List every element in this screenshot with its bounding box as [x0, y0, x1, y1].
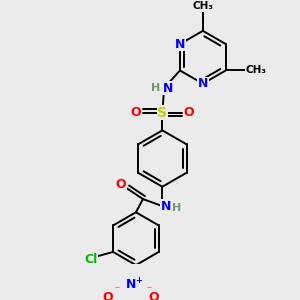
Text: O: O: [184, 106, 194, 119]
Text: S: S: [157, 106, 167, 120]
Text: N: N: [126, 278, 137, 291]
Text: ⁻: ⁻: [114, 285, 119, 295]
Text: CH₃: CH₃: [245, 65, 266, 76]
Text: +: +: [135, 276, 142, 285]
Text: O: O: [116, 178, 126, 191]
Text: N: N: [198, 77, 208, 90]
Text: O: O: [148, 291, 159, 300]
Text: Cl: Cl: [84, 253, 98, 266]
Text: O: O: [130, 106, 141, 119]
Text: N: N: [162, 82, 173, 94]
Text: O: O: [102, 291, 113, 300]
Text: N: N: [161, 200, 171, 213]
Text: CH₃: CH₃: [192, 1, 213, 11]
Text: ⁻: ⁻: [147, 285, 152, 295]
Text: H: H: [151, 83, 160, 93]
Text: H: H: [172, 203, 181, 213]
Text: N: N: [175, 38, 185, 50]
